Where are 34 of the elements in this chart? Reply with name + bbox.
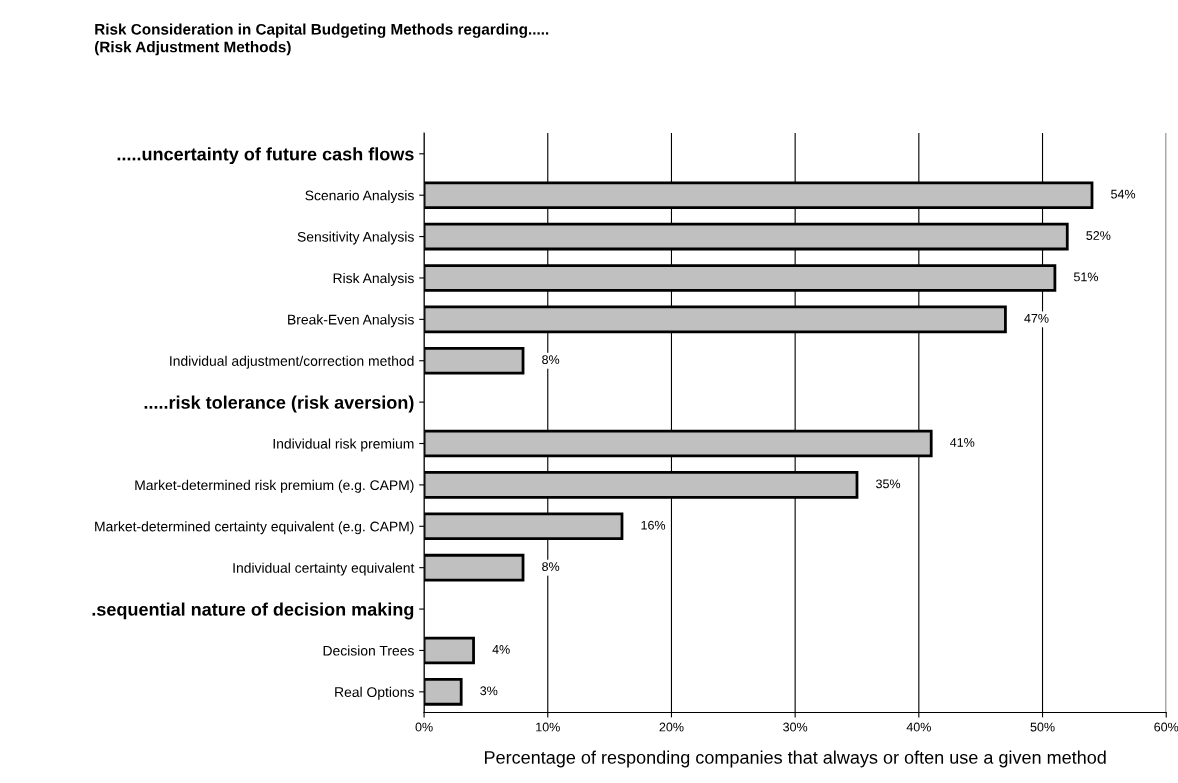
y-tick-label: .....uncertainty of future cash flows [117, 147, 414, 165]
y-tick-label: .....risk tolerance (risk aversion) [144, 395, 414, 413]
data-label: 51% [1073, 272, 1099, 282]
data-label: 8% [542, 562, 560, 572]
data-label: 16% [641, 520, 666, 530]
y-tick-label: Break-Even Analysis [288, 314, 414, 328]
x-tick-label: 30% [783, 722, 808, 732]
y-tick-label: Risk Analysis [333, 272, 414, 286]
data-label: 8% [542, 355, 560, 365]
y-tick-label: Market-determined certainty equivalent (e.g. CAPM) [95, 521, 414, 535]
y-tick-label: Individual adjustment/correction method [170, 355, 414, 369]
y-tick-label: Individual risk premium [273, 438, 414, 452]
y-tick-label: Market-determined risk premium (e.g. CAPM) [135, 479, 414, 493]
data-label: 41% [950, 438, 975, 447]
y-tick-label: .sequential nature of decision making [92, 602, 414, 620]
y-tick-label: Decision Trees [323, 645, 414, 656]
x-tick-label: 50% [1030, 722, 1055, 732]
data-label: 4% [492, 645, 510, 654]
data-label: 47% [1024, 313, 1049, 323]
x-tick-label: 10% [536, 722, 560, 732]
x-axis-title: Percentage of responding companies that always or often use a given method [485, 750, 1106, 768]
data-label: 35% [876, 479, 901, 489]
y-tick-label: Sensitivity Analysis [297, 231, 414, 245]
y-tick-label: Scenario Analysis [305, 190, 414, 204]
data-label: 54% [1111, 189, 1136, 199]
x-tick-label: 60% [1154, 722, 1178, 732]
data-label: 3% [480, 686, 498, 696]
data-label: 52% [1086, 231, 1111, 240]
x-tick-label: 40% [906, 722, 931, 732]
chart-title: Risk Consideration in Capital Budgeting Methods regarding..... (Risk Adjustment Methods) [95, 23, 549, 56]
y-tick-label: Real Options [335, 686, 414, 700]
x-tick-label: 20% [659, 722, 684, 732]
x-tick-label: 0% [415, 722, 433, 732]
y-tick-label: Individual certainty equivalent [233, 562, 415, 576]
